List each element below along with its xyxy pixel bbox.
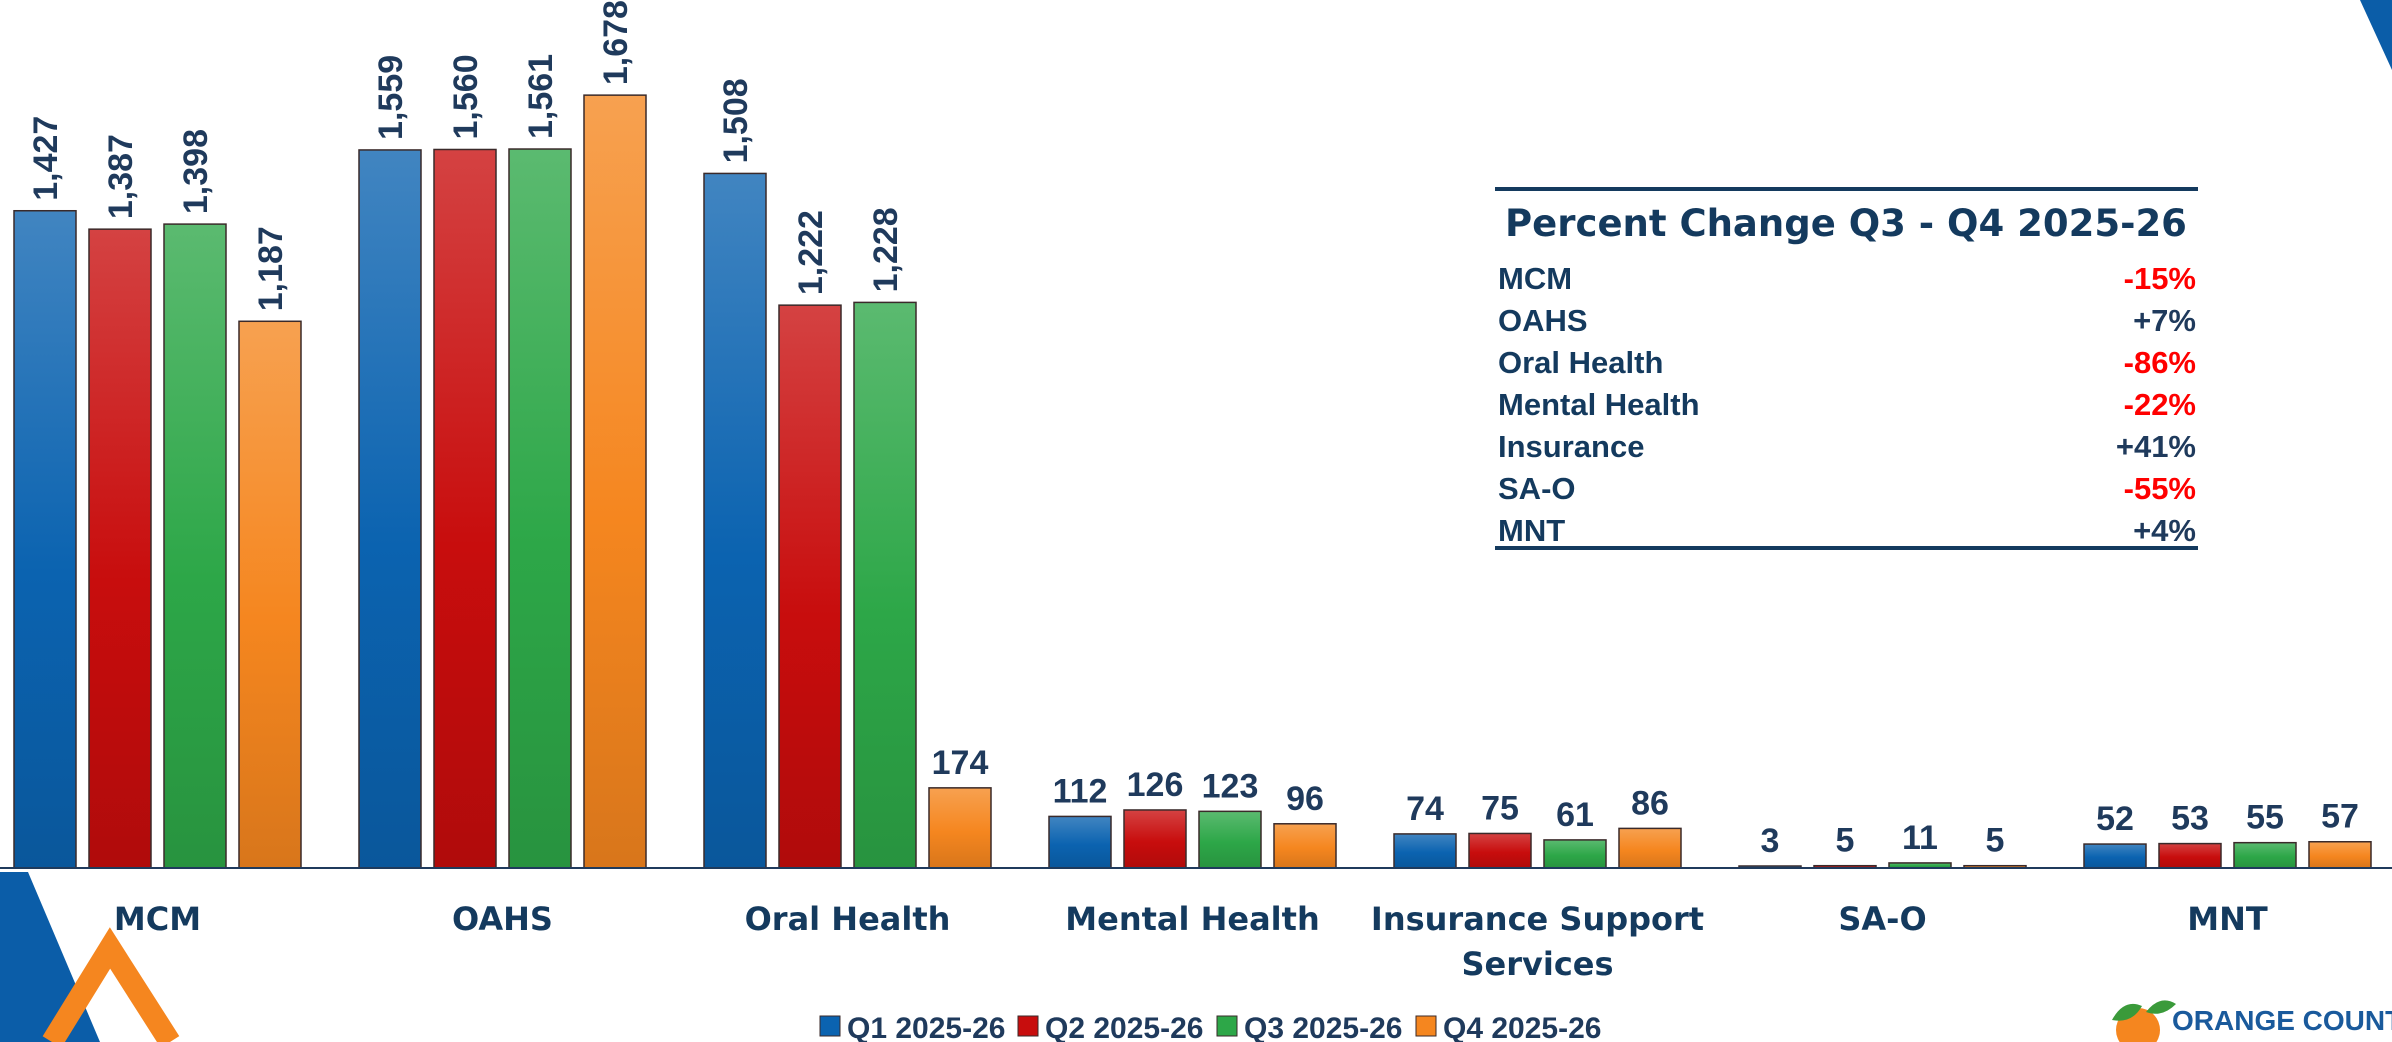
data-label: 74	[1406, 790, 1444, 828]
table-row-value: +4%	[2133, 513, 2196, 548]
data-label: 1,222	[792, 210, 830, 295]
category-label: MCM	[114, 900, 201, 938]
bar-mcm-q3	[163, 223, 227, 869]
category-label: Insurance Support	[1371, 900, 1704, 938]
percent-change-table: Percent Change Q3 - Q4 2025-26 MCM -15% OA…	[1495, 187, 2198, 550]
category-labels-layer: MCM OAHS Oral Health Mental Health Insurance…	[114, 900, 2268, 983]
bar-oral-health-q2	[778, 304, 842, 869]
category-label: Mental Health	[1065, 900, 1319, 938]
corner-decoration-top-right	[2360, 0, 2392, 70]
corner-decoration-bottom-left	[0, 872, 100, 1042]
table-row-value: -22%	[2124, 387, 2196, 422]
table-row-label: SA-O	[1498, 471, 1576, 506]
legend-label: Q1 2025-26	[847, 1012, 1005, 1042]
bar-mcm-q1	[13, 209, 77, 869]
leaf-icon	[2112, 1003, 2142, 1021]
bar-oahs-q3	[508, 148, 572, 869]
bar-oral-health-q3	[853, 301, 917, 869]
data-label: 1,561	[522, 54, 560, 139]
data-label: 5	[1986, 822, 2005, 860]
data-label: 123	[1202, 767, 1259, 805]
bar-mental-health-q2	[1123, 809, 1187, 869]
category-label: MNT	[2187, 900, 2268, 938]
data-label: 86	[1631, 784, 1669, 822]
legend-swatch	[1415, 1015, 1437, 1037]
legend-swatch	[1216, 1015, 1238, 1037]
data-label: 174	[932, 744, 989, 782]
table-row-label: MCM	[1498, 261, 1572, 296]
legend-label: Q4 2025-26	[1443, 1012, 1601, 1042]
bar-oral-health-q1	[703, 172, 767, 869]
data-label: 52	[2096, 800, 2134, 838]
table-row-label: OAHS	[1498, 303, 1588, 338]
table-rows: MCM -15% OAHS +7% Oral Health -86% Mental Heal…	[1498, 261, 2196, 548]
legend-swatch	[1017, 1015, 1039, 1037]
logo-text: ORANGE COUNT	[2172, 1005, 2392, 1036]
bar-mental-health-q1	[1048, 815, 1112, 869]
data-label: 61	[1556, 796, 1594, 834]
data-label: 1,228	[867, 207, 905, 292]
legend: Q1 2025-26 Q2 2025-26 Q3 2025-26 Q4 2025-26	[819, 1012, 1601, 1042]
category-label: Oral Health	[745, 900, 951, 938]
bar-oahs-q1	[358, 149, 422, 869]
data-label: 75	[1481, 789, 1519, 827]
data-label: 1,187	[252, 226, 290, 311]
category-label: SA-O	[1838, 900, 1926, 938]
bar-mnt-q2	[2158, 842, 2222, 869]
bar-oahs-q4	[583, 94, 647, 869]
corner-decoration-orange-chevron	[42, 927, 180, 1042]
data-label: 1,398	[177, 129, 215, 214]
table-row-label: MNT	[1498, 513, 1565, 548]
table-row-label: Mental Health	[1498, 387, 1700, 422]
table-row-value: -15%	[2124, 261, 2196, 296]
leaf-icon-2	[2146, 1000, 2176, 1014]
category-label: Services	[1461, 945, 1613, 983]
data-label: 1,387	[102, 134, 140, 219]
bar-insurance-support-services-q3	[1543, 839, 1607, 869]
data-label: 1,560	[447, 54, 485, 139]
data-label: 11	[1902, 819, 1938, 857]
table-title: Percent Change Q3 - Q4 2025-26	[1505, 202, 2187, 245]
bar-insurance-support-services-q4	[1618, 827, 1682, 869]
table-row-value: +7%	[2133, 303, 2196, 338]
bar-mnt-q1	[2083, 843, 2147, 869]
data-label: 5	[1836, 822, 1855, 860]
legend-label: Q2 2025-26	[1045, 1012, 1203, 1042]
legend-swatch	[819, 1015, 841, 1037]
bar-mnt-q3	[2233, 841, 2297, 869]
bar-oral-health-q4	[928, 787, 992, 869]
orange-county-logo: ORANGE COUNT	[2112, 1000, 2392, 1042]
legend-label: Q3 2025-26	[1244, 1012, 1402, 1042]
bar-insurance-support-services-q1	[1393, 833, 1457, 869]
table-row-label: Insurance	[1498, 429, 1644, 464]
table-row-value: +41%	[2116, 429, 2196, 464]
data-label: 1,427	[27, 116, 65, 201]
data-label: 1,559	[372, 55, 410, 140]
table-row-value: -55%	[2124, 471, 2196, 506]
data-label: 57	[2321, 798, 2359, 836]
data-label: 96	[1286, 780, 1324, 818]
bar-mental-health-q4	[1273, 823, 1337, 869]
bar-insurance-support-services-q2	[1468, 832, 1532, 869]
data-label: 3	[1761, 822, 1780, 860]
category-label: OAHS	[452, 900, 553, 938]
data-label: 53	[2171, 800, 2209, 838]
bar-mcm-q4	[238, 320, 302, 869]
data-label: 1,678	[597, 0, 635, 85]
table-row-label: Oral Health	[1498, 345, 1663, 380]
table-row-value: -86%	[2124, 345, 2196, 380]
bar-oahs-q2	[433, 148, 497, 869]
value-labels-layer: 1,427 1,387 1,398 1,187 1,559 1,560 1,561 1,678…	[27, 0, 2359, 860]
data-label: 126	[1127, 766, 1184, 804]
bar-mnt-q4	[2308, 840, 2372, 869]
data-label: 55	[2246, 799, 2284, 837]
bars-layer	[13, 94, 2372, 869]
bar-mcm-q2	[88, 228, 152, 869]
data-label: 112	[1053, 772, 1108, 810]
data-label: 1,508	[717, 78, 755, 163]
bar-mental-health-q3	[1198, 810, 1262, 869]
